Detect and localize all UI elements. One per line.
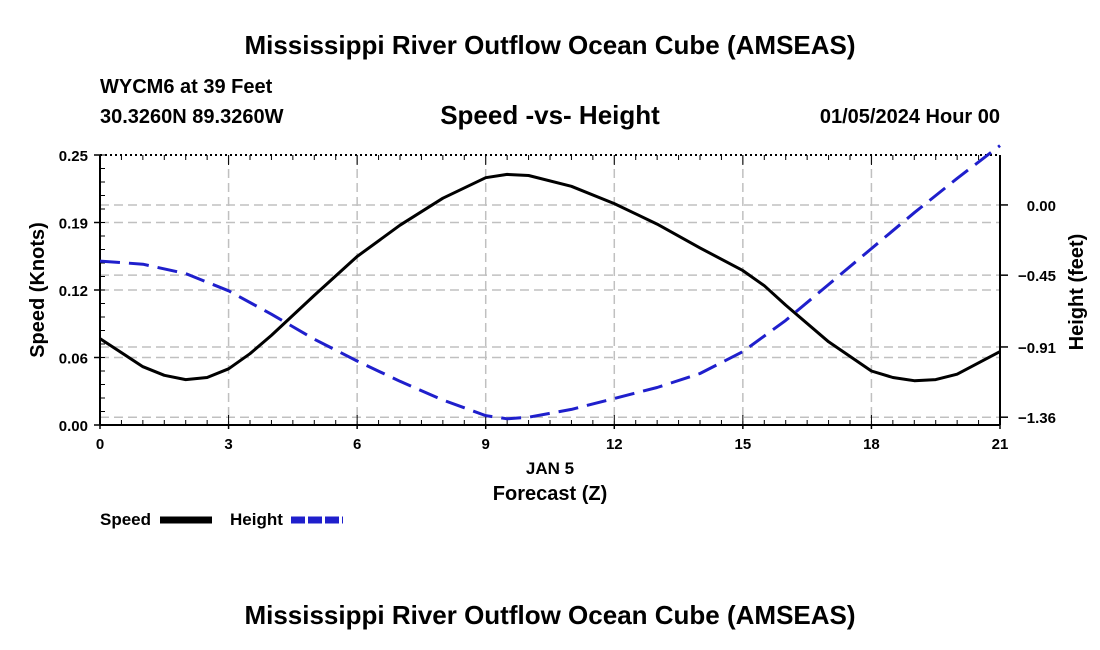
y-tick-label: 0.19 <box>59 216 88 233</box>
x-tick-label: 15 <box>735 436 752 453</box>
speed-series-line <box>99 172 1001 383</box>
legend-label-height: Height <box>230 510 283 529</box>
y-axis-title: Speed (Knots) <box>27 222 49 358</box>
chart-title: Speed -vs- Height <box>440 100 660 130</box>
y-right-tick-label: −1.36 <box>1018 410 1056 427</box>
y-right-axis-title: Height (feet) <box>1066 234 1088 351</box>
y-tick-label: 0.25 <box>59 148 88 165</box>
x-tick-label: 9 <box>482 436 490 453</box>
y-tick-label: 0.06 <box>59 351 88 368</box>
station-label: WYCM6 at 39 Feet <box>100 76 273 98</box>
x-tick-label: 18 <box>863 436 880 453</box>
x-axis-title: Forecast (Z) <box>493 483 607 505</box>
height-series-line <box>99 144 1001 421</box>
x-tick-label: 21 <box>992 436 1009 453</box>
page-title-bottom: Mississippi River Outflow Ocean Cube (AM… <box>244 600 856 630</box>
y-tick-label: 0.12 <box>59 283 88 300</box>
y-right-tick-label: −0.45 <box>1018 268 1056 285</box>
x-date-label: JAN 5 <box>526 459 574 478</box>
y-tick-label: 0.00 <box>59 418 88 435</box>
x-tick-label: 3 <box>224 436 232 453</box>
page-title: Mississippi River Outflow Ocean Cube (AM… <box>244 30 856 60</box>
x-tick-label: 12 <box>606 436 623 453</box>
x-tick-label: 0 <box>96 436 104 453</box>
legend-label-speed: Speed <box>100 510 151 529</box>
forecast-date: 01/05/2024 Hour 00 <box>819 106 1000 128</box>
y-right-tick-label: 0.00 <box>1027 198 1056 215</box>
y-right-tick-label: −0.91 <box>1018 340 1056 357</box>
station-coords: 30.3260N 89.3260W <box>100 106 284 128</box>
x-tick-label: 6 <box>353 436 361 453</box>
